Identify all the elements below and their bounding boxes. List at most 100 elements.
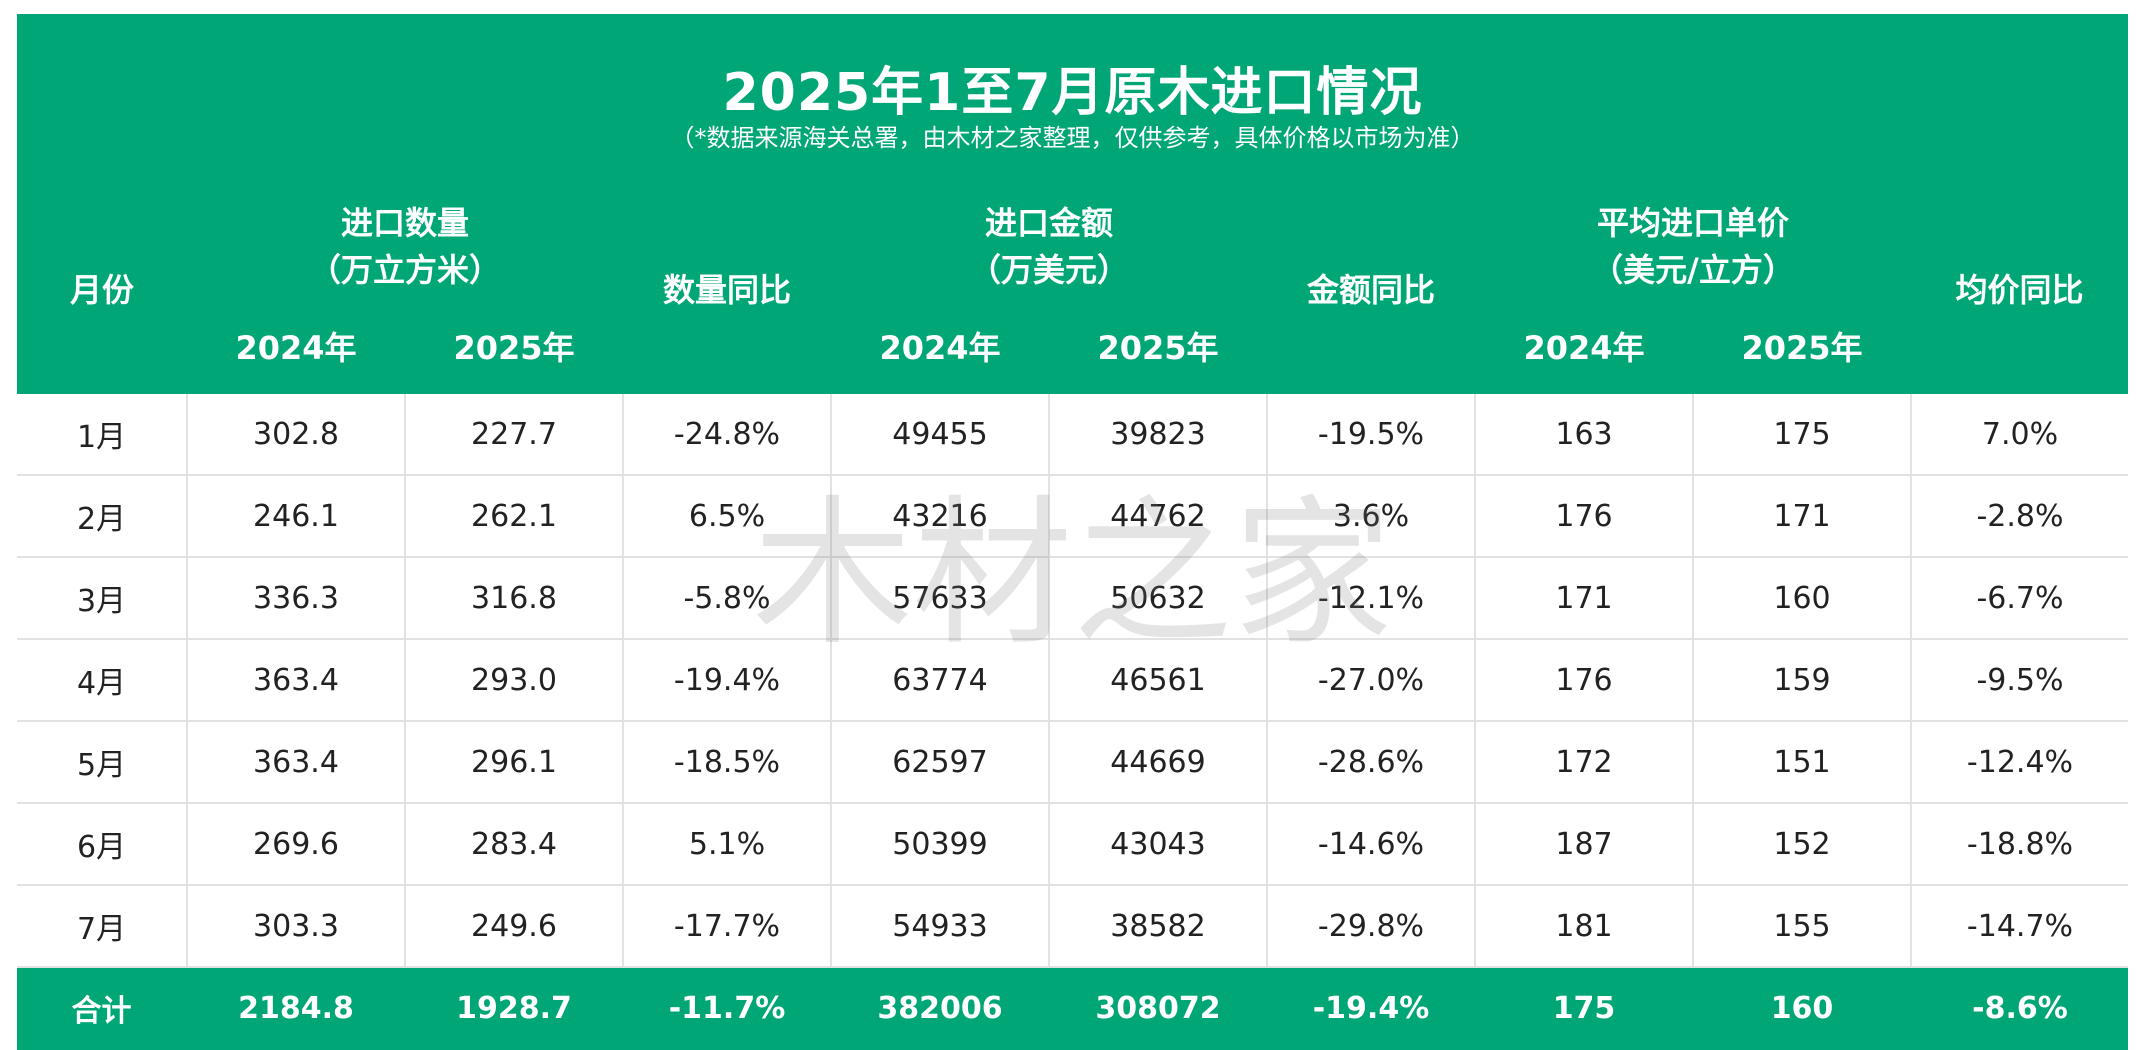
cell-p-yoy: 7.0% — [1911, 394, 2128, 476]
cell-p-yoy: -9.5% — [1911, 639, 2128, 722]
header-price-2024: 2024年 — [1523, 329, 1645, 367]
total-row: 合计 2184.8 1928.7 -11.7% 382006 308072 -19.4% 17… — [17, 967, 2128, 1050]
cell-qty-yoy: -24.8% — [623, 394, 832, 476]
cell-p-yoy: -8.6% — [1911, 967, 2128, 1050]
cell-p25: 152 — [1693, 803, 1912, 886]
cell-qty-yoy: -17.7% — [623, 885, 832, 968]
cell-amt24: 63774 — [831, 639, 1050, 722]
cell-p25: 159 — [1693, 639, 1912, 722]
table-row: 5月 363.4 296.1 -18.5% 62597 44669 -28.6% 172 151… — [17, 721, 2128, 804]
table-subtitle: （*数据来源海关总署，由木材之家整理，仅供参考，具体价格以市场为准） — [670, 124, 1475, 152]
cell-p24: 181 — [1475, 885, 1694, 968]
cell-p-yoy: -14.7% — [1911, 885, 2128, 968]
cell-amt25: 50632 — [1049, 557, 1268, 640]
table-row: 1月 302.8 227.7 -24.8% 49455 39823 -19.5% 163 175… — [17, 394, 2128, 476]
cell-p25: 160 — [1693, 557, 1912, 640]
header-amt-2025: 2025年 — [1097, 329, 1219, 367]
header-qty-unit: （万立方米） — [308, 251, 501, 289]
cell-amt-yoy: -19.4% — [1267, 967, 1476, 1050]
cell-month: 1月 — [17, 394, 188, 476]
cell-amt24: 43216 — [831, 475, 1050, 558]
cell-month: 7月 — [17, 885, 188, 968]
header-qty-2025: 2025年 — [453, 329, 575, 367]
cell-amt-yoy: -27.0% — [1267, 639, 1476, 722]
cell-qty24: 246.1 — [187, 475, 406, 558]
cell-qty25: 296.1 — [405, 721, 624, 804]
header-amt-yoy: 金额同比 — [1306, 271, 1435, 309]
cell-month: 6月 — [17, 803, 188, 886]
cell-p25: 175 — [1693, 394, 1912, 476]
header-qty-group: 进口数量 — [340, 204, 469, 242]
cell-amt-yoy: -29.8% — [1267, 885, 1476, 968]
cell-p25: 151 — [1693, 721, 1912, 804]
cell-p25: 171 — [1693, 475, 1912, 558]
cell-p-yoy: -6.7% — [1911, 557, 2128, 640]
table-title: 2025年1至7月原木进口情况 — [722, 63, 1423, 123]
cell-amt24: 50399 — [831, 803, 1050, 886]
cell-amt25: 38582 — [1049, 885, 1268, 968]
import-table: 2025年1至7月原木进口情况 （*数据来源海关总署，由木材之家整理，仅供参考，… — [17, 14, 2128, 1050]
cell-qty25: 227.7 — [405, 394, 624, 476]
cell-qty24: 269.6 — [187, 803, 406, 886]
cell-amt24: 62597 — [831, 721, 1050, 804]
cell-qty25: 262.1 — [405, 475, 624, 558]
cell-amt-yoy: 3.6% — [1267, 475, 1476, 558]
table-row: 6月 269.6 283.4 5.1% 50399 43043 -14.6% 187 152 -1… — [17, 803, 2128, 886]
cell-amt-yoy: -14.6% — [1267, 803, 1476, 886]
cell-qty25: 293.0 — [405, 639, 624, 722]
cell-qty25: 283.4 — [405, 803, 624, 886]
cell-qty-yoy: -19.4% — [623, 639, 832, 722]
table-row: 7月 303.3 249.6 -17.7% 54933 38582 -29.8% 181 155… — [17, 885, 2128, 968]
cell-qty25: 316.8 — [405, 557, 624, 640]
cell-amt24: 49455 — [831, 394, 1050, 476]
cell-amt-yoy: -12.1% — [1267, 557, 1476, 640]
cell-p-yoy: -12.4% — [1911, 721, 2128, 804]
table-row: 3月 336.3 316.8 -5.8% 57633 50632 -12.1% 171 160-… — [17, 557, 2128, 640]
table-body: 1月 302.8 227.7 -24.8% 49455 39823 -19.5% 163 175… — [17, 394, 2128, 1050]
header-price-unit: （美元/立方） — [1591, 251, 1795, 289]
cell-p24: 176 — [1475, 639, 1694, 722]
cell-amt-yoy: -19.5% — [1267, 394, 1476, 476]
cell-amt25: 43043 — [1049, 803, 1268, 886]
cell-p24: 171 — [1475, 557, 1694, 640]
cell-p24: 175 — [1475, 967, 1694, 1050]
cell-qty24: 336.3 — [187, 557, 406, 640]
cell-qty24: 363.4 — [187, 639, 406, 722]
cell-qty24: 363.4 — [187, 721, 406, 804]
header-price-yoy: 均价同比 — [1955, 271, 2084, 309]
cell-qty24: 302.8 — [187, 394, 406, 476]
cell-qty-yoy: -11.7% — [623, 967, 832, 1050]
cell-qty-yoy: 5.1% — [623, 803, 832, 886]
cell-p24: 163 — [1475, 394, 1694, 476]
data-table: 1月 302.8 227.7 -24.8% 49455 39823 -19.5% 163 175… — [17, 394, 2128, 1050]
cell-amt25: 308072 — [1049, 967, 1268, 1050]
cell-qty24: 2184.8 — [187, 967, 406, 1050]
cell-qty-yoy: -18.5% — [623, 721, 832, 804]
cell-p24: 172 — [1475, 721, 1694, 804]
header-qty-2024: 2024年 — [235, 329, 357, 367]
header-qty-yoy: 数量同比 — [662, 271, 791, 309]
cell-month: 合计 — [17, 967, 188, 1050]
cell-qty-yoy: 6.5% — [623, 475, 832, 558]
cell-amt-yoy: -28.6% — [1267, 721, 1476, 804]
header-amt-2024: 2024年 — [879, 329, 1001, 367]
cell-qty24: 303.3 — [187, 885, 406, 968]
cell-p-yoy: -2.8% — [1911, 475, 2128, 558]
cell-p25: 160 — [1693, 967, 1912, 1050]
cell-month: 4月 — [17, 639, 188, 722]
cell-amt24: 54933 — [831, 885, 1050, 968]
header-amt-group: 进口金额 — [984, 204, 1113, 242]
cell-amt25: 44669 — [1049, 721, 1268, 804]
cell-amt24: 57633 — [831, 557, 1050, 640]
cell-p24: 176 — [1475, 475, 1694, 558]
cell-p25: 155 — [1693, 885, 1912, 968]
cell-month: 5月 — [17, 721, 188, 804]
header-price-group: 平均进口单价 — [1596, 204, 1789, 242]
header-month: 月份 — [69, 271, 134, 309]
cell-amt25: 44762 — [1049, 475, 1268, 558]
table-row: 2月 246.1 262.1 6.5% 43216 44762 3.6% 176 171 -2.8… — [17, 475, 2128, 558]
cell-p24: 187 — [1475, 803, 1694, 886]
table-header: 2025年1至7月原木进口情况 （*数据来源海关总署，由木材之家整理，仅供参考，… — [17, 14, 2128, 394]
cell-amt24: 382006 — [831, 967, 1050, 1050]
cell-amt25: 39823 — [1049, 394, 1268, 476]
